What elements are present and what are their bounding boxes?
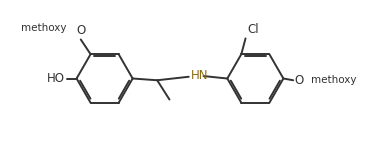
Text: O: O xyxy=(295,74,304,87)
Text: methoxy: methoxy xyxy=(21,23,66,33)
Text: methoxy: methoxy xyxy=(311,75,356,85)
Text: HN: HN xyxy=(191,69,208,82)
Text: O: O xyxy=(76,24,85,37)
Text: HO: HO xyxy=(47,72,66,85)
Text: Cl: Cl xyxy=(247,23,259,36)
